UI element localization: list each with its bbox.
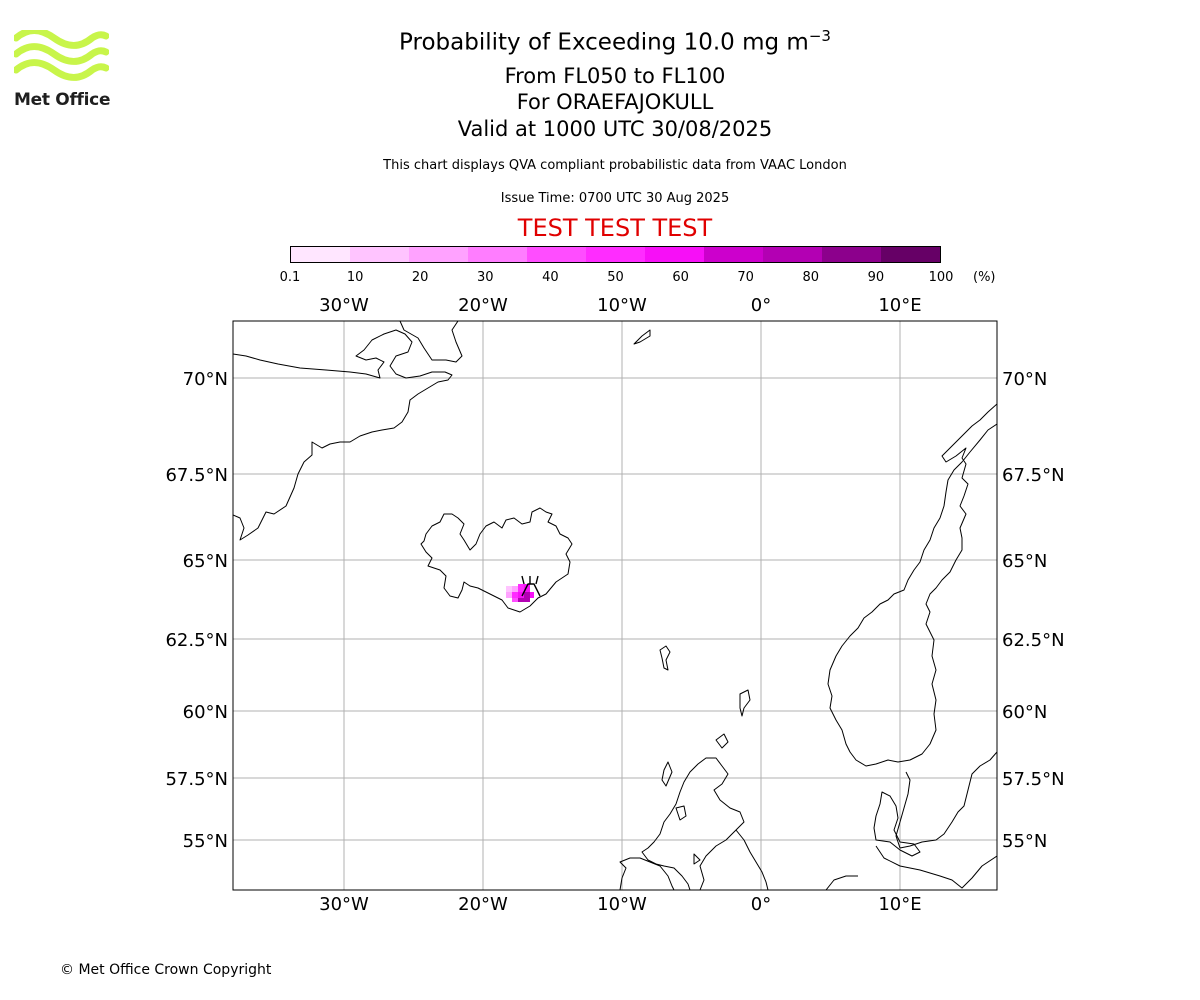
latitude-label: 55°N (183, 831, 228, 852)
latitude-label: 62.5°N (165, 630, 228, 651)
probability-colorbar (290, 246, 941, 263)
coastline-denmark (873, 791, 921, 857)
colorbar-tick-label: 80 (802, 270, 820, 285)
longitude-label: 0° (751, 894, 771, 915)
ash-cell (512, 592, 518, 598)
latitude-label: 67.5°N (165, 465, 228, 486)
coastline-hebrides (661, 761, 701, 865)
ash-cell (524, 584, 530, 592)
colorbar-tick-label: 0.1 (279, 270, 301, 285)
compliance-note: This chart displays QVA compliant probab… (383, 158, 847, 173)
ash-cell (512, 598, 518, 602)
ash-probability-area (506, 584, 534, 602)
map-frame-background (233, 321, 997, 890)
title-exponent: −3 (808, 27, 831, 45)
colorbar-segment (291, 247, 350, 262)
ash-cell (506, 592, 512, 598)
valid-time: Valid at 1000 UTC 30/08/2025 (457, 117, 773, 141)
coastline-ireland (619, 857, 675, 890)
map-frame (232, 320, 998, 891)
copyright-notice: © Met Office Crown Copyright (60, 962, 272, 978)
coastline-scotland (641, 757, 745, 890)
colorbar-tick-label: 70 (737, 270, 754, 285)
coastline-baltic-coast (875, 845, 997, 889)
colorbar-tick-label: 20 (411, 270, 429, 285)
graticule (233, 321, 997, 890)
volcano-icon (521, 575, 541, 597)
longitude-label: 30°W (319, 295, 369, 316)
latitude-label: 60°N (183, 702, 228, 723)
ash-cell (518, 592, 524, 598)
latitude-label: 62.5°N (1002, 630, 1065, 651)
ash-cell (506, 586, 512, 592)
longitude-labels: 30°W 30°W 20°W 20°W 10°W 10°W 0° 0° 10°E 10°E (319, 295, 921, 915)
colorbar-unit: (%) (973, 270, 996, 285)
coastline-faroe (659, 645, 671, 671)
colorbar-segment (586, 247, 645, 262)
latitude-label: 70°N (183, 369, 228, 390)
coastline-netherlands (825, 875, 858, 890)
colorbar-segment (527, 247, 586, 262)
met-office-waves-icon (12, 27, 110, 81)
met-office-logo: Met Office (12, 27, 111, 112)
ash-cell (518, 584, 524, 592)
colorbar-segment (881, 247, 940, 262)
colorbar-tick-label: 30 (477, 270, 494, 285)
longitude-label: 0° (751, 295, 771, 316)
latitude-label: 60°N (1002, 702, 1047, 723)
ash-cell (524, 592, 530, 598)
chart-title: Probability of Exceeding 10.0 mg m−3 (399, 27, 831, 56)
colorbar-tick-label: 40 (542, 270, 559, 285)
ash-cell (524, 598, 530, 602)
colorbar-segment (763, 247, 822, 262)
longitude-label: 20°W (458, 894, 508, 915)
coastline-sweden (895, 751, 997, 849)
colorbar-segment (704, 247, 763, 262)
latitude-label: 57.5°N (1002, 769, 1065, 790)
coastline-greenland-north (399, 321, 463, 363)
longitude-label: 10°W (597, 295, 647, 316)
coastline-orkney (715, 733, 729, 749)
colorbar-tick-label: 50 (607, 270, 624, 285)
longitude-label: 10°E (878, 894, 921, 915)
latitude-label: 65°N (183, 551, 228, 572)
longitude-label: 20°W (458, 295, 508, 316)
coastline-jan-mayen (633, 329, 651, 345)
coastline-shetland (739, 689, 751, 717)
coastline-norway (827, 403, 997, 767)
latitude-label: 65°N (1002, 551, 1047, 572)
latitude-label: 67.5°N (1002, 465, 1065, 486)
latitude-label: 70°N (1002, 369, 1047, 390)
latitude-label: 57.5°N (165, 769, 228, 790)
colorbar-segment (468, 247, 527, 262)
ash-cell (512, 586, 518, 592)
longitude-label: 10°E (878, 295, 921, 316)
colorbar-tick-label: 60 (672, 270, 689, 285)
volcano-name: For ORAEFAJOKULL (516, 90, 714, 114)
colorbar-tick-label: 90 (867, 270, 885, 285)
test-banner: TEST TEST TEST (517, 214, 713, 242)
colorbar-tick-label: 100 (928, 270, 954, 285)
colorbar-segment (409, 247, 468, 262)
ash-cell (530, 592, 534, 598)
longitude-label: 10°W (597, 894, 647, 915)
colorbar-segment (645, 247, 704, 262)
colorbar-tick-label: 10 (346, 270, 364, 285)
coastline-england-east (735, 829, 769, 890)
coastline-iceland (420, 507, 573, 613)
coastline-greenland (233, 329, 453, 541)
longitude-label: 30°W (319, 894, 369, 915)
colorbar-segment (350, 247, 409, 262)
latitude-label: 55°N (1002, 831, 1047, 852)
latitude-labels: 70°N 70°N 67.5°N 67.5°N 65°N 65°N 62.5°N 62.5°N… (165, 369, 1064, 852)
colorbar-segment (822, 247, 881, 262)
issue-time: Issue Time: 0700 UTC 30 Aug 2025 (500, 191, 730, 206)
level-range: From FL050 to FL100 (504, 64, 726, 88)
logo-text: Met Office (14, 90, 111, 110)
ash-cell (518, 598, 524, 602)
